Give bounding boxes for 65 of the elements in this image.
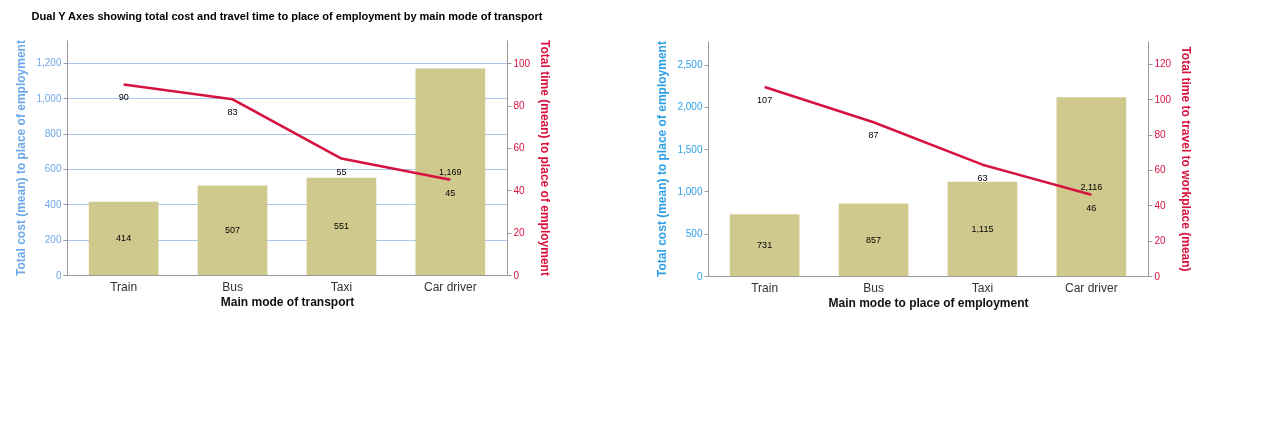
- y2-tick-label: 0: [1154, 270, 1161, 282]
- x-tick-label: Car driver: [1065, 280, 1118, 295]
- bar: [838, 203, 909, 276]
- y-tick-label: 1,200: [36, 57, 62, 69]
- y2-axis-title: Total time to travel to workplace (mean): [1179, 46, 1194, 272]
- data-label: 55: [336, 166, 347, 177]
- data-label: 551: [333, 221, 349, 232]
- y2-tick-label: 60: [1154, 164, 1167, 176]
- y-axis-title: Total cost (mean) to place of employment: [655, 41, 670, 277]
- data-label: 2,116: [1080, 181, 1103, 192]
- x-tick-label: Bus: [863, 280, 884, 295]
- y-tick-label: 800: [44, 128, 62, 140]
- data-label: 107: [757, 94, 773, 105]
- y-axis-title: Total cost (mean) to place of employment: [14, 40, 29, 276]
- y-tick-label: 0: [55, 269, 62, 281]
- x-tick-label: Train: [751, 280, 779, 295]
- data-label: 731: [757, 240, 773, 251]
- y2-tick-label: 120: [1154, 58, 1172, 70]
- data-label: 90: [118, 92, 129, 103]
- y-tick-label: 500: [685, 228, 703, 240]
- y2-tick-label: 20: [1154, 235, 1167, 247]
- y-tick-label: 2,000: [677, 101, 703, 113]
- x-tick-label: Train: [110, 279, 138, 294]
- data-label: 1,115: [971, 223, 994, 234]
- bar: [306, 177, 377, 275]
- y-tick-label: 400: [44, 198, 62, 210]
- data-label: 63: [977, 172, 988, 183]
- data-label: 45: [445, 187, 456, 198]
- bar: [729, 214, 800, 276]
- y-tick-label: 600: [44, 163, 62, 175]
- y2-tick-label: 20: [513, 227, 526, 239]
- y-tick-label: 1,000: [677, 185, 703, 197]
- y-tick-label: 2,500: [677, 59, 703, 71]
- data-label: 46: [1086, 202, 1097, 213]
- y-tick-label: 200: [44, 234, 62, 246]
- x-tick-label: Car driver: [424, 279, 477, 294]
- x-tick-label: Bus: [222, 279, 243, 294]
- data-label: 1,169: [439, 166, 462, 177]
- data-label: 414: [116, 233, 132, 244]
- y2-axis-title: Total time (mean) to place of employment: [538, 40, 553, 276]
- y-tick-label: 1,500: [677, 143, 703, 155]
- x-axis-title: Main mode to place of employment: [828, 295, 1029, 310]
- y-tick-label: 0: [696, 270, 703, 282]
- y-tick-label: 1,000: [36, 92, 62, 104]
- bar: [1056, 97, 1127, 276]
- x-tick-label: Taxi: [971, 280, 994, 295]
- bar: [947, 181, 1018, 276]
- y2-tick-label: 40: [1154, 199, 1167, 211]
- data-label: 507: [225, 225, 241, 236]
- y2-tick-label: 0: [513, 269, 520, 281]
- y2-tick-label: 80: [513, 100, 526, 112]
- data-label: 87: [868, 130, 879, 141]
- x-tick-label: Taxi: [330, 279, 353, 294]
- y2-tick-label: 100: [513, 57, 531, 69]
- y2-tick-label: 80: [1154, 129, 1167, 141]
- x-axis-title: Main mode of transport: [220, 294, 355, 309]
- data-label: 857: [866, 234, 882, 245]
- y2-tick-label: 60: [513, 142, 526, 154]
- bar: [197, 185, 268, 275]
- chart-title: Dual Y Axes showing total cost and travel time to place of employment by main mode of transport: [31, 9, 543, 22]
- y2-tick-label: 40: [513, 184, 526, 196]
- bar: [415, 68, 486, 275]
- y2-tick-label: 100: [1154, 93, 1172, 105]
- bar: [88, 201, 159, 275]
- data-label: 83: [227, 107, 238, 118]
